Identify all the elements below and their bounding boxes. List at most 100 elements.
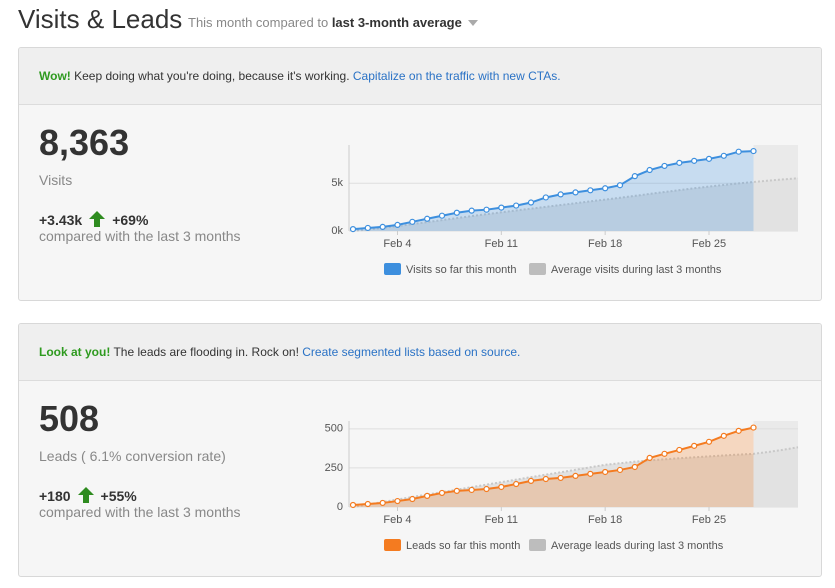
point: [438, 212, 446, 219]
point: [483, 206, 490, 213]
y-tick-label: 0: [337, 501, 343, 513]
chart: 0k 5k Feb 4 Feb 11 Feb 18 Feb 25 Visits so far…: [331, 145, 799, 276]
x-tick-label: Feb 25: [692, 238, 726, 250]
banner-highlight: Look at you!: [39, 345, 111, 359]
point: [631, 463, 638, 471]
point: [424, 215, 431, 222]
series-area: [353, 427, 754, 507]
metric-compare: compared with the last 3 months: [39, 504, 241, 520]
x-tick-label: Feb 4: [383, 238, 411, 250]
point: [616, 466, 624, 474]
y-tick-label: 5k: [331, 177, 343, 189]
point: [646, 166, 653, 174]
point: [513, 480, 520, 488]
x-tick-label: Feb 4: [383, 514, 411, 526]
metric-value: 8,363: [39, 122, 130, 163]
visits-panel: Wow! Keep doing what you're doing, becau…: [18, 47, 822, 301]
point: [498, 483, 505, 491]
x-tick-label: Feb 11: [485, 514, 518, 526]
point: [735, 148, 742, 155]
point: [631, 173, 638, 180]
legend-label: Average visits during last 3 months: [551, 264, 722, 276]
point: [364, 500, 371, 508]
point: [527, 477, 535, 484]
change-percent: +69%: [112, 212, 149, 228]
legend-swatch: [529, 539, 546, 551]
point: [661, 450, 668, 457]
legend-swatch: [384, 263, 401, 275]
change-absolute: +180: [39, 488, 71, 504]
series-line: [352, 150, 754, 231]
point: [468, 486, 475, 494]
point: [498, 204, 505, 211]
series-area: [353, 151, 754, 231]
page-title: Visits & Leads: [18, 4, 183, 34]
point: [720, 432, 727, 439]
point: [468, 207, 475, 214]
point: [483, 485, 490, 493]
period-selector[interactable]: last 3-month average: [331, 15, 462, 30]
point: [750, 147, 757, 155]
y-tick-label: 250: [325, 462, 343, 474]
point: [527, 199, 535, 206]
chart: 0 250 500 Feb 4 Feb 11 Feb 18 Feb 25 Leads so f…: [325, 421, 799, 552]
metric-label: Visits: [39, 172, 73, 188]
point: [587, 187, 594, 194]
point: [438, 489, 446, 497]
point: [542, 475, 549, 483]
up-arrow: [77, 487, 94, 503]
point: [587, 470, 594, 477]
point: [379, 499, 386, 507]
legend-label: Visits so far this month: [406, 264, 516, 276]
banner-link[interactable]: Create segmented lists based on source.: [302, 345, 521, 359]
legend-swatch: [529, 263, 546, 275]
point: [661, 162, 668, 170]
point: [676, 446, 683, 454]
legend-label: Average leads during last 3 months: [551, 540, 724, 552]
point: [557, 191, 564, 198]
subtitle-text: This month compared to: [188, 15, 329, 30]
change-percent: +55%: [100, 488, 137, 504]
point: [720, 152, 727, 159]
banner-highlight: Wow!: [39, 69, 71, 83]
point: [676, 159, 683, 166]
point: [602, 185, 609, 192]
point: [364, 224, 371, 232]
x-tick-label: Feb 18: [588, 238, 622, 250]
point: [349, 501, 357, 509]
metric-label: Leads ( 6.1% conversion rate): [39, 448, 226, 464]
point: [557, 474, 564, 482]
legend-label: Leads so far this month: [406, 540, 520, 552]
banner-link[interactable]: Capitalize on the traffic with new CTAs.: [352, 69, 561, 83]
point: [409, 218, 416, 225]
series-line: [352, 446, 799, 508]
banner-text: Keep doing what you're doing, because it…: [74, 69, 350, 83]
point: [409, 495, 416, 503]
series-line: [352, 426, 754, 506]
dropdown-caret[interactable]: [467, 19, 479, 27]
point: [453, 209, 460, 216]
x-tick-label: Feb 25: [692, 514, 726, 526]
banner: Look at you! The leads are flooding in. …: [19, 324, 821, 381]
y-tick-label: 0k: [331, 225, 343, 237]
point: [750, 424, 757, 431]
point: [616, 182, 624, 189]
point: [705, 155, 713, 162]
x-tick-label: Feb 18: [588, 514, 622, 526]
change-absolute: +3.43k: [39, 212, 83, 228]
point: [705, 438, 713, 445]
metric-compare: compared with the last 3 months: [39, 228, 241, 244]
point: [602, 468, 609, 476]
point: [691, 157, 698, 164]
point: [572, 189, 579, 196]
point: [646, 454, 653, 462]
metric-change: +180 +55%: [39, 485, 137, 504]
subtitle: This month compared to last 3-month aver…: [188, 15, 479, 30]
up-arrow: [89, 211, 106, 227]
y-tick-label: 500: [325, 423, 343, 435]
legend-swatch: [384, 539, 401, 551]
point: [453, 487, 460, 494]
point: [349, 225, 357, 233]
point: [513, 202, 520, 209]
x-tick-label: Feb 11: [485, 238, 518, 250]
